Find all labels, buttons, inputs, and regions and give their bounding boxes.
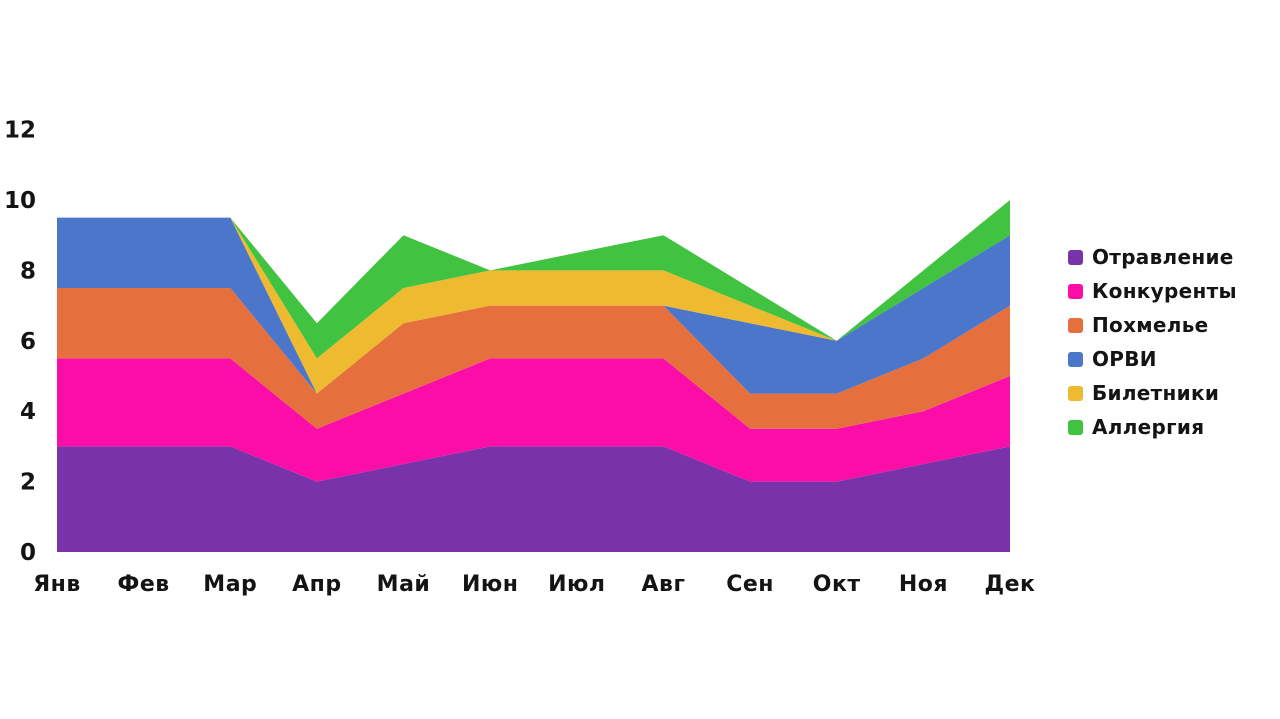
legend-swatch-icon xyxy=(1068,419,1083,435)
legend-label: ОРВИ xyxy=(1092,347,1157,371)
legend-item-2: Похмелье xyxy=(1068,308,1237,342)
x-tick-label: Фев xyxy=(118,572,170,597)
x-tick-label: Сен xyxy=(726,572,774,597)
legend: Отравление Конкуренты Похмелье ОРВИ Билетник… xyxy=(1068,240,1237,444)
area-band-0 xyxy=(57,446,1010,552)
y-tick-label: 12 xyxy=(4,118,36,144)
legend-swatch-icon xyxy=(1068,283,1083,299)
x-tick-label: Дек xyxy=(985,572,1036,597)
x-axis-labels: Янв Фев Мар Апр Май Июн Июл Авг Сен Окт Ноя Дек xyxy=(33,572,1035,597)
x-tick-label: Июл xyxy=(548,572,605,597)
legend-label: Аллергия xyxy=(1092,415,1205,439)
legend-label: Похмелье xyxy=(1092,313,1209,337)
y-tick-label: 8 xyxy=(20,258,36,284)
y-tick-label: 10 xyxy=(4,188,36,214)
y-tick-label: 4 xyxy=(20,399,36,425)
legend-label: Отравление xyxy=(1092,245,1234,269)
legend-item-3: ОРВИ xyxy=(1068,342,1237,376)
x-tick-label: Мар xyxy=(203,572,257,597)
legend-label: Конкуренты xyxy=(1092,279,1237,303)
x-tick-label: Ноя xyxy=(899,572,948,597)
legend-label: Билетники xyxy=(1092,381,1220,405)
legend-swatch-icon xyxy=(1068,249,1083,265)
legend-swatch-icon xyxy=(1068,351,1083,367)
area-band-2 xyxy=(57,288,1010,429)
x-tick-label: Окт xyxy=(813,572,861,597)
area-band-5 xyxy=(57,200,1010,359)
y-axis-labels: 0 2 4 6 8 10 12 xyxy=(4,118,36,566)
x-tick-label: Июн xyxy=(462,572,519,597)
legend-item-0: Отравление xyxy=(1068,240,1237,274)
legend-item-5: Аллергия xyxy=(1068,410,1237,444)
area-band-4 xyxy=(57,217,1010,394)
legend-item-1: Конкуренты xyxy=(1068,274,1237,308)
legend-swatch-icon xyxy=(1068,317,1083,333)
x-tick-label: Май xyxy=(377,572,431,597)
legend-swatch-icon xyxy=(1068,385,1083,401)
y-tick-label: 6 xyxy=(20,329,36,355)
area-band-1 xyxy=(57,358,1010,482)
x-tick-label: Авг xyxy=(642,572,686,597)
y-tick-label: 0 xyxy=(20,540,36,566)
legend-item-4: Билетники xyxy=(1068,376,1237,410)
x-tick-label: Янв xyxy=(33,572,81,597)
y-tick-label: 2 xyxy=(20,470,36,496)
area-bands xyxy=(57,200,1010,552)
x-tick-label: Апр xyxy=(292,572,341,597)
